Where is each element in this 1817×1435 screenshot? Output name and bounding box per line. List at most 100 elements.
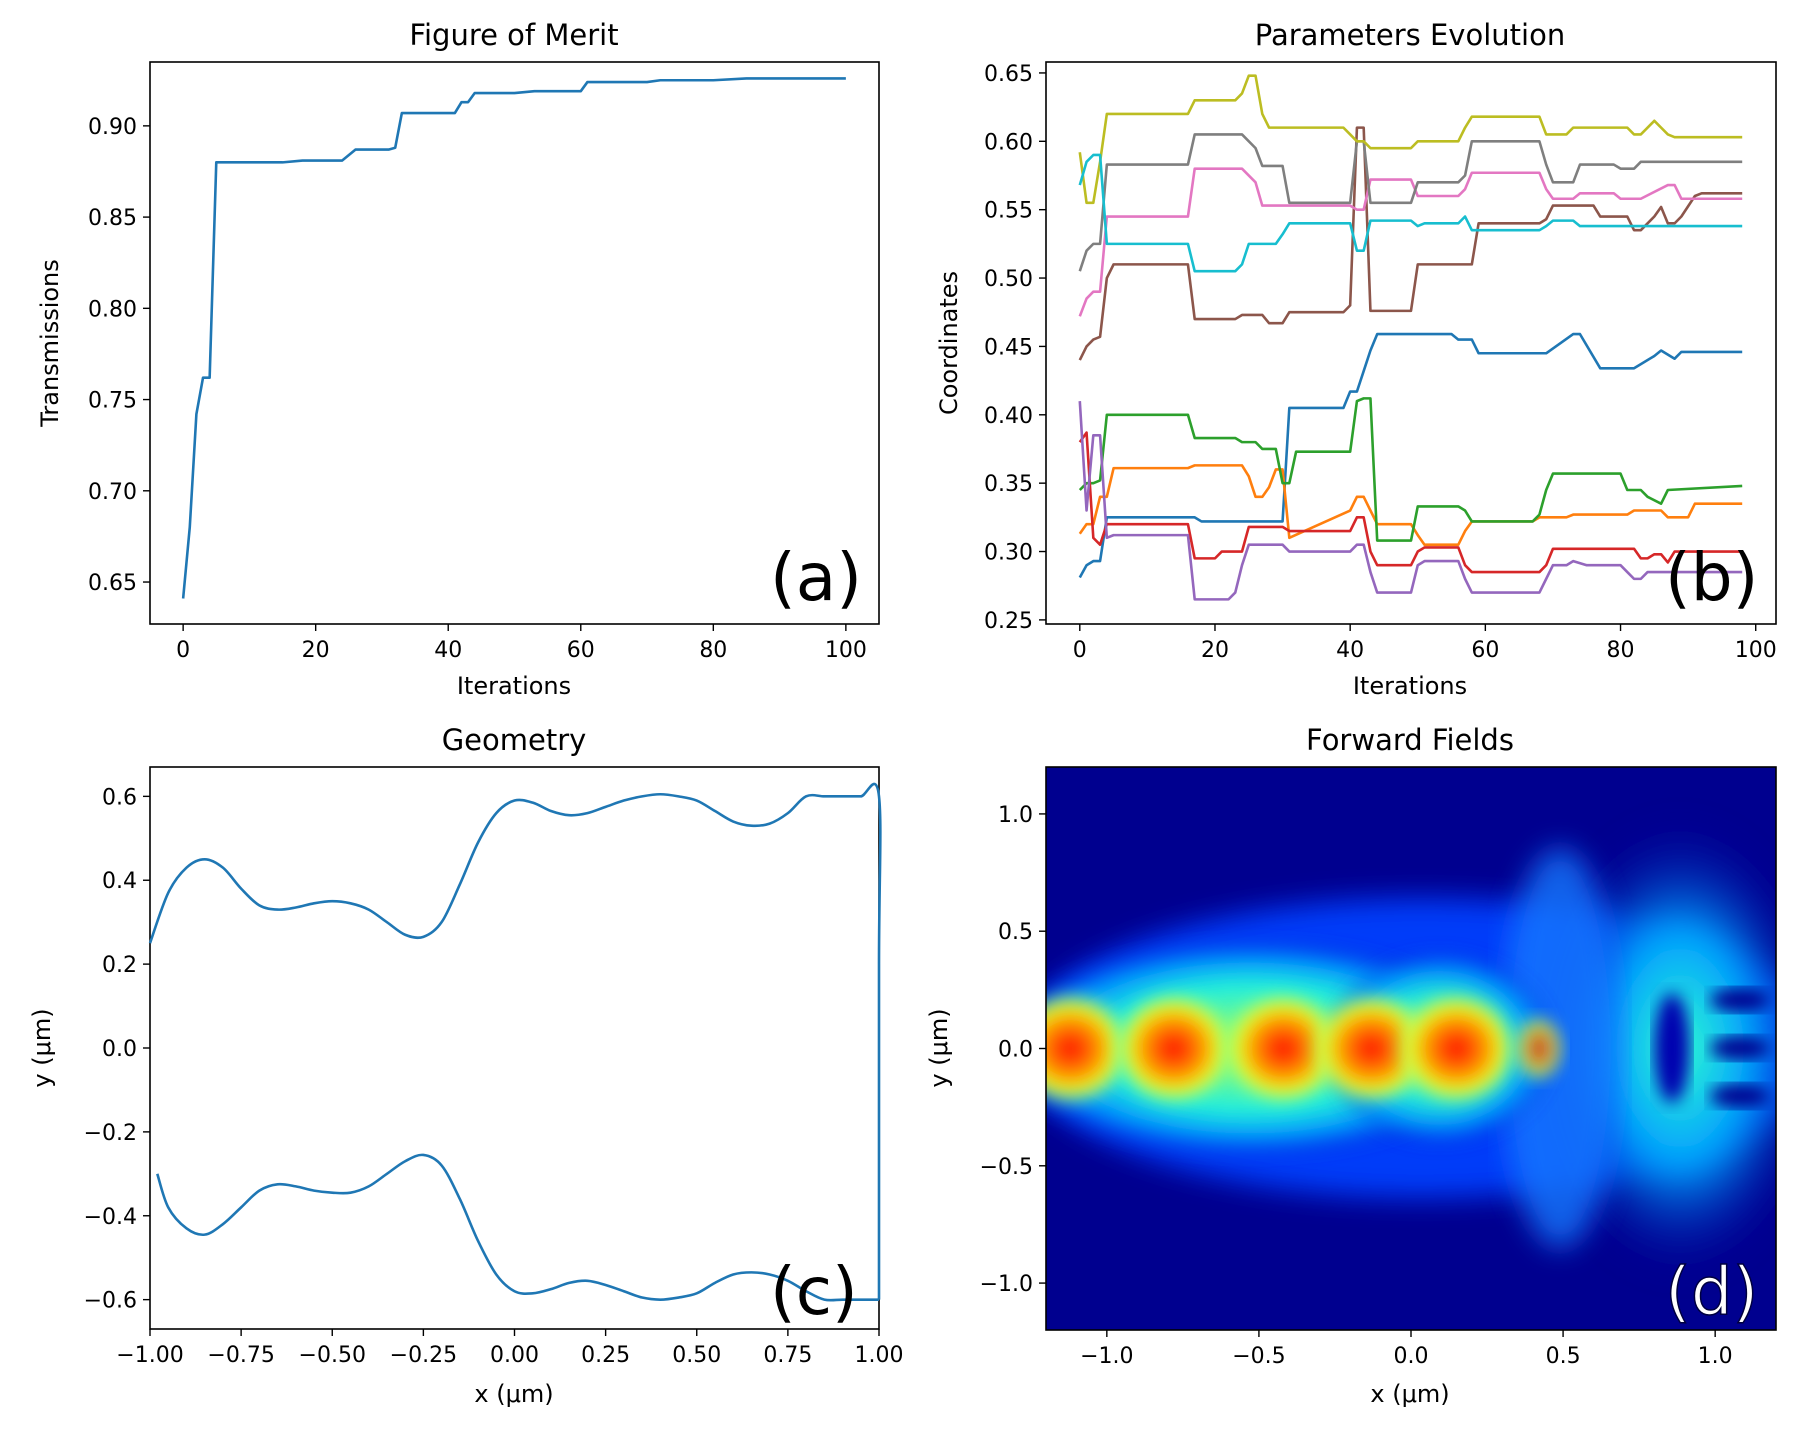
x-tick-label: 100 [825,638,867,663]
panel-b: Parameters Evolution 0 20 40 60 80 100 0.25 0.3… [935,18,1777,700]
parameter-line-1 [1078,464,1743,546]
panel-a-title: Figure of Merit [409,18,618,52]
y-tick-label: 0.70 [88,480,137,505]
fom-line [181,77,846,599]
panel-d-field [1046,767,1776,1330]
panel-c-ylabel: y (μm) [28,1008,56,1087]
parameter-line-2 [1078,397,1743,542]
panel-b-xlabel: Iterations [1353,672,1467,700]
x-tick-label: 0.75 [763,1343,812,1368]
x-tick-label: −0.75 [207,1343,274,1368]
y-tick-label: 0.30 [984,541,1033,566]
y-tick-label: 0.50 [984,267,1033,292]
x-tick-label: 100 [1735,638,1777,663]
y-tick-label: 0.4 [102,869,137,894]
parameter-line-9 [1078,153,1743,273]
field-peak [1111,990,1236,1107]
panel-a-xlabel: Iterations [457,672,571,700]
x-tick-label: −0.50 [299,1343,366,1368]
y-tick-label: −0.6 [84,1289,137,1314]
field-peak [1309,990,1434,1107]
field-peak [1221,990,1346,1107]
x-tick-label: 0.00 [490,1343,539,1368]
x-tick-label: −1.00 [116,1343,183,1368]
y-tick-label: −0.5 [980,1155,1033,1180]
parameter-line-0 [1078,332,1743,579]
panel-a-plot [181,77,846,599]
x-tick-label: 60 [567,638,595,663]
y-tick-label: 0.65 [88,571,137,596]
x-tick-label: 0.50 [672,1343,721,1368]
x-tick-label: 0.0 [1394,1344,1429,1369]
upper-boundary-line [148,782,882,1300]
x-tick-label: 0.25 [581,1343,630,1368]
panel-b-plot [1078,74,1743,601]
field-peaks [1046,990,1565,1107]
y-tick-label: 0.40 [984,404,1033,429]
x-tick-label: −0.25 [390,1343,457,1368]
y-tick-label: 0.0 [102,1037,137,1062]
parameter-line-5 [1078,126,1743,361]
field-peak [1046,990,1133,1107]
field-peak [1394,990,1519,1107]
panel-c-title: Geometry [442,723,587,757]
x-tick-label: −0.5 [1232,1344,1285,1369]
y-tick-label: 0.65 [984,62,1033,87]
field-peak [1512,1014,1565,1083]
y-tick-label: 0.90 [88,115,137,140]
y-tick-label: 0.80 [88,297,137,322]
panel-d-xlabel: x (μm) [1370,1380,1449,1408]
panel-d: Forward Fields −1.0 −0.5 0. [925,723,1777,1408]
y-tick-label: −1.0 [980,1272,1033,1297]
panel-d-ticks: −1.0 −0.5 0.0 0.5 1.0 −1.0 −0.5 0.0 0.5 1.0 [980,803,1733,1369]
panel-d-label: (d) [1665,1253,1758,1330]
y-tick-label: 0.5 [998,920,1033,945]
panel-c-axes [149,766,880,1330]
y-tick-label: 0.35 [984,472,1033,497]
x-tick-label: 0 [176,638,190,663]
panel-c-xlabel: x (μm) [474,1380,553,1408]
panel-b-title: Parameters Evolution [1255,18,1565,52]
x-tick-label: 20 [1201,638,1229,663]
x-tick-label: 80 [1607,638,1635,663]
x-tick-label: 0 [1073,638,1087,663]
y-tick-label: −0.4 [84,1205,137,1230]
panel-a-ticks: 0 20 40 60 80 100 0.65 0.70 0.75 0.80 0.85 0.90 [88,115,867,663]
parameter-line-6 [1078,167,1743,317]
y-tick-label: 0.60 [984,130,1033,155]
parameter-line-3 [1078,431,1743,574]
x-tick-label: 20 [302,638,330,663]
panel-b-axes [1045,61,1777,625]
y-tick-label: 0.2 [102,953,137,978]
panel-b-label: (b) [1665,539,1758,616]
x-tick-label: 0.5 [1546,1344,1581,1369]
panel-c: Geometry −1.00 −0.75 −0.50 −0.25 0.00 0.25 0.5… [28,723,903,1408]
y-tick-label: −0.2 [84,1121,137,1146]
panel-b-ticks: 0 20 40 60 80 100 0.25 0.30 0.35 0.40 0.45 0.50 0.55… [984,62,1777,663]
panel-c-plot [148,782,882,1302]
x-tick-label: −1.0 [1080,1344,1133,1369]
parameter-line-7 [1078,133,1743,272]
x-tick-label: 1.0 [1698,1344,1733,1369]
y-tick-label: 0.85 [88,206,137,231]
y-tick-label: 0.75 [88,389,137,414]
y-tick-label: 0.55 [984,199,1033,224]
panel-c-label: (c) [770,1253,858,1330]
parameter-line-4 [1078,401,1743,601]
panel-a-axes [149,61,880,625]
y-tick-label: 1.0 [998,803,1033,828]
y-tick-label: 0.6 [102,785,137,810]
parameter-line-8 [1078,74,1743,205]
panel-d-ylabel: y (μm) [925,1008,953,1087]
panel-a: Figure of Merit 0 20 40 60 80 100 0.65 0.70 0.75… [36,18,880,700]
panel-c-ticks: −1.00 −0.75 −0.50 −0.25 0.00 0.25 0.50 0.75 1.00… [84,785,904,1368]
x-tick-label: 60 [1471,638,1499,663]
lower-boundary-line [156,1153,879,1302]
x-tick-label: 80 [699,638,727,663]
x-tick-label: 40 [1336,638,1364,663]
x-tick-label: 40 [434,638,462,663]
panel-b-ylabel: Coordinates [935,271,963,415]
panel-a-label: (a) [770,539,862,616]
y-tick-label: 0.0 [998,1038,1033,1063]
